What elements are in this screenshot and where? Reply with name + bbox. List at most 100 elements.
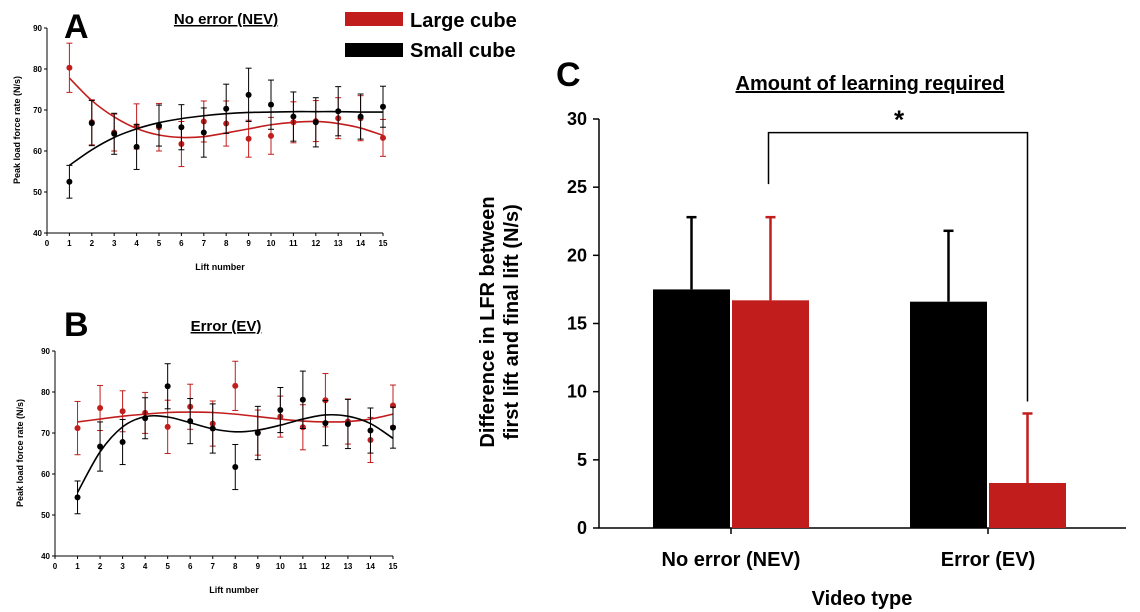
panel-b-xtick-label: 13 <box>343 562 352 571</box>
panel-b-point-large <box>119 408 126 415</box>
panel-a-point-large <box>245 135 252 142</box>
panel-c-ytick-label: 0 <box>577 518 587 538</box>
panel-a-xtick-label: 1 <box>67 239 72 248</box>
legend: Large cube Small cube <box>345 10 517 62</box>
panel-b-xtick-label: 11 <box>299 562 308 571</box>
panel-a-xtick-label: 0 <box>45 239 50 248</box>
panel-c-bar-small <box>910 301 987 528</box>
panel-c-xlabel: Video type <box>812 588 913 610</box>
panel-a-ytick-label: 40 <box>33 229 42 238</box>
panel-b-point-small <box>209 425 216 432</box>
panel-a-ytick-label: 80 <box>33 65 42 74</box>
panel-b-point-small <box>119 439 126 446</box>
panel-c-ylabel-line1: Difference in LFR between <box>477 196 499 447</box>
panel-b-ytick-label: 70 <box>41 429 50 438</box>
panel-b-point-small <box>299 396 306 403</box>
panel-b-xtick-label: 14 <box>366 562 375 571</box>
panel-a-point-small <box>268 101 274 108</box>
panel-a-point-small <box>335 108 342 115</box>
panel-b-xtick-label: 12 <box>321 562 330 571</box>
panel-letter-c: C <box>556 56 581 94</box>
panel-b-title: Error (EV) <box>191 318 262 335</box>
panel-c-ytick-label: 15 <box>567 314 587 334</box>
panel-b-xlabel: Lift number <box>209 585 259 595</box>
panel-c-ylabel-line2: first lift and final lift (N/s) <box>501 204 523 440</box>
panel-b-ylabel: Peak load force rate (N/s) <box>15 399 25 507</box>
panel-b-xtick-label: 0 <box>53 562 58 571</box>
panel-b-xtick-label: 8 <box>233 562 238 571</box>
panel-c-bar-small <box>653 289 730 528</box>
panel-c-significance-star: * <box>894 105 905 135</box>
panel-a-point-small <box>88 120 95 127</box>
panel-a-xtick-label: 2 <box>90 239 95 248</box>
panel-a-xtick-label: 3 <box>112 239 117 248</box>
panel-b-point-large <box>74 425 81 432</box>
panel-a-point-small <box>223 105 230 112</box>
panel-a-ytick-label: 60 <box>33 147 42 156</box>
panel-a-ytick-label: 50 <box>33 188 42 197</box>
panel-c-ytick-label: 10 <box>567 382 587 402</box>
panel-a-point-small <box>66 178 73 185</box>
panel-a-point-large <box>66 64 73 71</box>
panel-c-title: Amount of learning required <box>736 73 1005 95</box>
panel-a-xtick-label: 15 <box>379 239 388 248</box>
panel-a-point-small <box>133 143 140 150</box>
panel-a-xlabel: Lift number <box>195 262 245 272</box>
panel-a-xtick-label: 4 <box>134 239 139 248</box>
panel-a-ytick-label: 90 <box>33 24 42 33</box>
panel-a-xtick-label: 6 <box>179 239 184 248</box>
panel-b-ytick-label: 60 <box>41 470 50 479</box>
panel-a-point-large <box>268 132 274 139</box>
panel-b-point-small <box>232 464 239 471</box>
panel-b-point-small <box>367 427 374 434</box>
panel-a-xtick-label: 10 <box>267 239 276 248</box>
panel-letter-a: A <box>64 8 89 46</box>
panel-a-xtick-label: 5 <box>157 239 162 248</box>
panel-b-point-large <box>232 382 239 389</box>
panel-a-point-small <box>380 103 386 110</box>
panel-a-point-small <box>178 124 185 131</box>
panel-b-point-small <box>164 383 171 390</box>
panel-b-xtick-label: 6 <box>188 562 193 571</box>
panel-b-xtick-label: 15 <box>389 562 398 571</box>
panel-a-xtick-label: 8 <box>224 239 229 248</box>
panel-a-point-small <box>312 119 319 126</box>
panel-b-xtick-label: 4 <box>143 562 148 571</box>
panel-b-xtick-label: 5 <box>165 562 170 571</box>
panel-b-xtick-label: 3 <box>120 562 125 571</box>
panel-c-bar-large <box>732 300 809 528</box>
panel-c-bar-large <box>989 483 1066 528</box>
panel-b-xtick-label: 7 <box>211 562 216 571</box>
panel-b-point-small <box>142 415 149 422</box>
panel-b-ytick-label: 90 <box>41 347 50 356</box>
panel-b-point-small <box>74 494 81 501</box>
panel-a-point-small <box>111 130 118 137</box>
panel-a-ytick-label: 70 <box>33 106 42 115</box>
panel-a-point-small <box>245 91 252 98</box>
panel-a-xtick-label: 12 <box>311 239 320 248</box>
panel-a-xtick-label: 14 <box>356 239 365 248</box>
panel-a-point-small <box>357 113 364 120</box>
panel-b-xtick-label: 9 <box>256 562 261 571</box>
panel-b-point-small <box>97 443 104 450</box>
panel-a-ylabel: Peak load force rate (N/s) <box>12 76 22 184</box>
panel-a-xtick-label: 13 <box>334 239 343 248</box>
legend-swatch-large <box>345 12 403 26</box>
panel-c-ytick-label: 5 <box>577 450 587 470</box>
panel-a-xtick-label: 9 <box>246 239 251 248</box>
panel-b-point-small <box>254 430 261 436</box>
panel-b-point-large <box>97 404 104 411</box>
panel-b-ytick-label: 40 <box>41 552 50 561</box>
panel-b-ytick-label: 50 <box>41 511 50 520</box>
panel-c-ytick-label: 20 <box>567 245 587 265</box>
panel-c-significance-bracket <box>767 131 1029 402</box>
panel-letter-b: B <box>64 306 89 344</box>
panel-b-xtick-label: 2 <box>98 562 103 571</box>
panel-a-xtick-label: 7 <box>202 239 207 248</box>
panel-b-point-small <box>344 420 351 427</box>
panel-c-category-label: Error (EV) <box>941 549 1035 571</box>
panel-b-point-small <box>390 424 396 431</box>
panel-b-point-large <box>164 423 171 430</box>
